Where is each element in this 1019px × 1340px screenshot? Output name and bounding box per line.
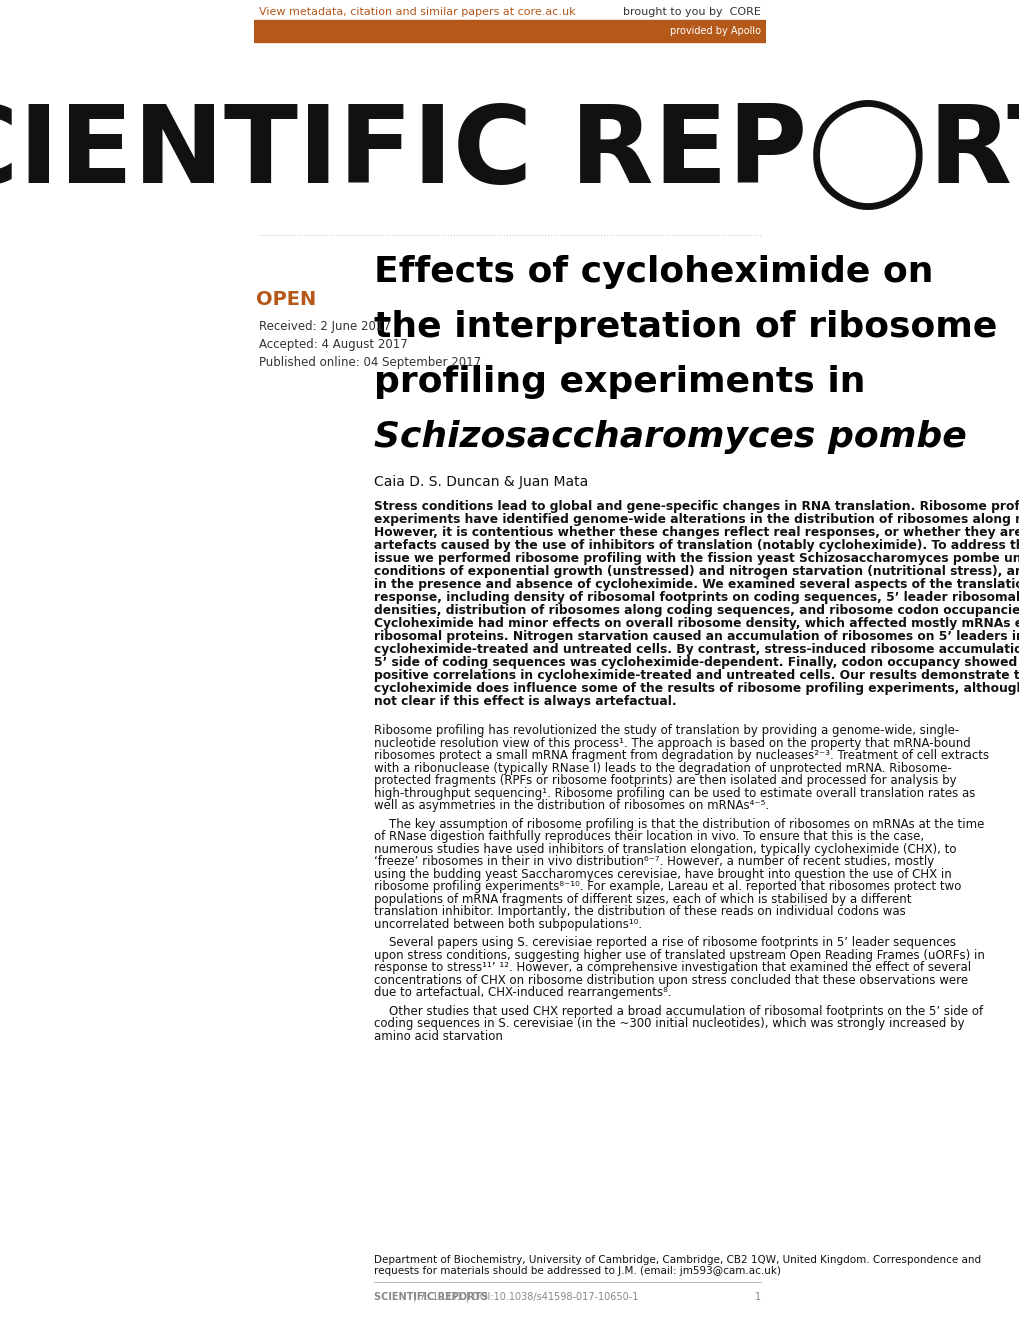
Text: not clear if this effect is always artefactual.: not clear if this effect is always artef… [374, 695, 677, 708]
Text: translation inhibitor. Importantly, the distribution of these reads on individua: translation inhibitor. Importantly, the … [374, 905, 905, 918]
Text: Schizosaccharomyces pombe: Schizosaccharomyces pombe [374, 419, 966, 454]
Text: Cycloheximide had minor effects on overall ribosome density, which affected most: Cycloheximide had minor effects on overa… [374, 616, 1019, 630]
Text: ribosomal proteins. Nitrogen starvation caused an accumulation of ribosomes on 5: ribosomal proteins. Nitrogen starvation … [374, 630, 1019, 643]
Text: 1: 1 [754, 1292, 760, 1302]
Text: cycloheximide-treated and untreated cells. By contrast, stress-induced ribosome : cycloheximide-treated and untreated cell… [374, 643, 1019, 657]
Text: artefacts caused by the use of inhibitors of translation (notably cycloheximide): artefacts caused by the use of inhibitor… [374, 539, 1019, 552]
Text: uncorrelated between both subpopulations¹⁰.: uncorrelated between both subpopulations… [374, 918, 642, 930]
Text: well as asymmetries in the distribution of ribosomes on mRNAs⁴⁻⁵.: well as asymmetries in the distribution … [374, 799, 768, 812]
Text: SCIENTIFIC REP◯RTS: SCIENTIFIC REP◯RTS [0, 100, 1019, 210]
Text: issue we performed ribosome profiling with the fission yeast Schizosaccharomyces: issue we performed ribosome profiling wi… [374, 552, 1019, 565]
Text: 5’ side of coding sequences was cycloheximide-dependent. Finally, codon occupanc: 5’ side of coding sequences was cyclohex… [374, 657, 1019, 669]
Text: upon stress conditions, suggesting higher use of translated upstream Open Readin: upon stress conditions, suggesting highe… [374, 949, 984, 962]
Text: response, including density of ribosomal footprints on coding sequences, 5’ lead: response, including density of ribosomal… [374, 591, 1019, 604]
Text: Published online: 04 September 2017: Published online: 04 September 2017 [259, 356, 481, 368]
Text: the interpretation of ribosome: the interpretation of ribosome [374, 310, 997, 344]
Text: View metadata, citation and similar papers at core.ac.uk: View metadata, citation and similar pape… [259, 7, 575, 17]
Text: ribosomes protect a small mRNA fragment from degradation by nucleases²⁻³. Treatm: ribosomes protect a small mRNA fragment … [374, 749, 988, 762]
Text: Ribosome profiling has revolutionized the study of translation by providing a ge: Ribosome profiling has revolutionized th… [374, 724, 959, 737]
Text: Other studies that used CHX reported a broad accumulation of ribosomal footprint: Other studies that used CHX reported a b… [374, 1005, 982, 1017]
Text: SCIENTIFIC REPORTS: SCIENTIFIC REPORTS [374, 1292, 488, 1302]
Text: Department of Biochemistry, University of Cambridge, Cambridge, CB2 1QW, United : Department of Biochemistry, University o… [374, 1256, 980, 1265]
Text: cycloheximide does influence some of the results of ribosome profiling experimen: cycloheximide does influence some of the… [374, 682, 1019, 695]
Text: OPEN: OPEN [256, 289, 316, 310]
Text: Received: 2 June 2017: Received: 2 June 2017 [259, 320, 390, 334]
Text: protected fragments (RPFs or ribosome footprints) are then isolated and processe: protected fragments (RPFs or ribosome fo… [374, 775, 956, 787]
Text: The key assumption of ribosome profiling is that the distribution of ribosomes o: The key assumption of ribosome profiling… [374, 817, 983, 831]
Text: | 7: 10331 | DOI:10.1038/s41598-017-10650-1: | 7: 10331 | DOI:10.1038/s41598-017-1065… [410, 1292, 637, 1302]
Text: ribosome profiling experiments⁸⁻¹⁰. For example, Lareau et al. reported that rib: ribosome profiling experiments⁸⁻¹⁰. For … [374, 880, 961, 892]
Bar [254, 20, 765, 42]
Text: provided by Apollo: provided by Apollo [669, 25, 760, 36]
Text: positive correlations in cycloheximide-treated and untreated cells. Our results : positive correlations in cycloheximide-t… [374, 669, 1019, 682]
Text: due to artefactual, CHX-induced rearrangements⁸.: due to artefactual, CHX-induced rearrang… [374, 986, 672, 1000]
Text: concentrations of CHX on ribosome distribution upon stress concluded that these : concentrations of CHX on ribosome distri… [374, 973, 968, 986]
Text: Several papers using S. cerevisiae reported a rise of ribosome footprints in 5’ : Several papers using S. cerevisiae repor… [374, 937, 956, 949]
Text: nucleotide resolution view of this process¹. The approach is based on the proper: nucleotide resolution view of this proce… [374, 737, 970, 749]
Text: Caia D. S. Duncan & Juan Mata: Caia D. S. Duncan & Juan Mata [374, 474, 588, 489]
Text: requests for materials should be addressed to J.M. (email: jm593@cam.ac.uk): requests for materials should be address… [374, 1266, 781, 1276]
Text: Effects of cycloheximide on: Effects of cycloheximide on [374, 255, 933, 289]
Text: brought to you by  CORE: brought to you by CORE [623, 7, 760, 17]
Text: experiments have identified genome-wide alterations in the distribution of ribos: experiments have identified genome-wide … [374, 513, 1019, 527]
Text: densities, distribution of ribosomes along coding sequences, and ribosome codon : densities, distribution of ribosomes alo… [374, 604, 1019, 616]
Text: with a ribonuclease (typically RNase I) leads to the degradation of unprotected : with a ribonuclease (typically RNase I) … [374, 761, 951, 775]
Text: high-throughput sequencing¹. Ribosome profiling can be used to estimate overall : high-throughput sequencing¹. Ribosome pr… [374, 787, 975, 800]
Text: Accepted: 4 August 2017: Accepted: 4 August 2017 [259, 338, 408, 351]
Text: numerous studies have used inhibitors of translation elongation, typically cyclo: numerous studies have used inhibitors of… [374, 843, 956, 855]
Text: coding sequences in S. cerevisiae (in the ~300 initial nucleotides), which was s: coding sequences in S. cerevisiae (in th… [374, 1017, 964, 1030]
Text: Stress conditions lead to global and gene-specific changes in RNA translation. R: Stress conditions lead to global and gen… [374, 500, 1019, 513]
Text: of RNase digestion faithfully reproduces their location in vivo. To ensure that : of RNase digestion faithfully reproduces… [374, 829, 923, 843]
Text: conditions of exponential growth (unstressed) and nitrogen starvation (nutrition: conditions of exponential growth (unstre… [374, 565, 1019, 578]
Text: using the budding yeast Saccharomyces cerevisiae, have brought into question the: using the budding yeast Saccharomyces ce… [374, 867, 951, 880]
Text: in the presence and absence of cycloheximide. We examined several aspects of the: in the presence and absence of cyclohexi… [374, 578, 1019, 591]
Text: ‘freeze’ ribosomes in their in vivo distribution⁶⁻⁷. However, a number of recent: ‘freeze’ ribosomes in their in vivo dist… [374, 855, 933, 868]
Text: However, it is contentious whether these changes reflect real responses, or whet: However, it is contentious whether these… [374, 527, 1019, 539]
Text: populations of mRNA fragments of different sizes, each of which is stabilised by: populations of mRNA fragments of differe… [374, 892, 911, 906]
Text: amino acid starvation: amino acid starvation [374, 1029, 502, 1043]
Text: response to stress¹¹’ ¹². However, a comprehensive investigation that examined t: response to stress¹¹’ ¹². However, a com… [374, 961, 970, 974]
Text: profiling experiments in: profiling experiments in [374, 364, 865, 399]
